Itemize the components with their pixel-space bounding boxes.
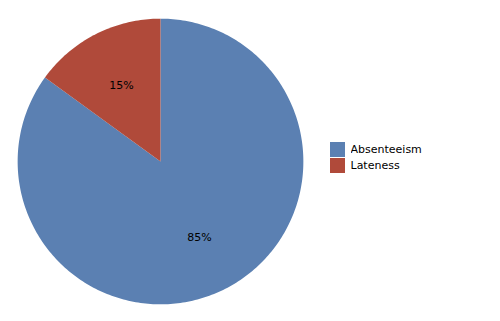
svg-text:15%: 15% (109, 78, 133, 91)
html-text:Lateness: Lateness (350, 158, 400, 172)
html-text:Absenteeism: Absenteeism (350, 142, 422, 156)
svg-text:85%: 85% (187, 231, 211, 244)
